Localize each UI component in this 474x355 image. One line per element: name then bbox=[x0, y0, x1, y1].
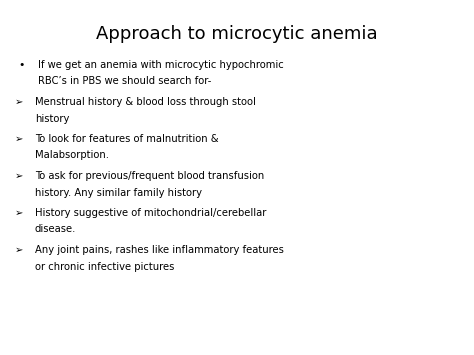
Text: Any joint pains, rashes like inflammatory features: Any joint pains, rashes like inflammator… bbox=[35, 245, 284, 255]
Text: history. Any similar family history: history. Any similar family history bbox=[35, 187, 202, 197]
Text: History suggestive of mitochondrial/cerebellar: History suggestive of mitochondrial/cere… bbox=[35, 208, 266, 218]
Text: ➢: ➢ bbox=[15, 97, 23, 107]
Text: ➢: ➢ bbox=[15, 171, 23, 181]
Text: disease.: disease. bbox=[35, 224, 76, 235]
Text: ➢: ➢ bbox=[15, 134, 23, 144]
Text: To ask for previous/frequent blood transfusion: To ask for previous/frequent blood trans… bbox=[35, 171, 264, 181]
Text: •: • bbox=[18, 60, 24, 70]
Text: Menstrual history & blood loss through stool: Menstrual history & blood loss through s… bbox=[35, 97, 256, 107]
Text: ➢: ➢ bbox=[15, 208, 23, 218]
Text: To look for features of malnutrition &: To look for features of malnutrition & bbox=[35, 134, 219, 144]
Text: Malabsorption.: Malabsorption. bbox=[35, 151, 109, 160]
Text: history: history bbox=[35, 114, 69, 124]
Text: or chronic infective pictures: or chronic infective pictures bbox=[35, 262, 174, 272]
Text: RBC’s in PBS we should search for-: RBC’s in PBS we should search for- bbox=[38, 76, 211, 87]
Text: If we get an anemia with microcytic hypochromic: If we get an anemia with microcytic hypo… bbox=[38, 60, 284, 70]
Text: ➢: ➢ bbox=[15, 245, 23, 255]
Text: Approach to microcytic anemia: Approach to microcytic anemia bbox=[96, 25, 378, 43]
